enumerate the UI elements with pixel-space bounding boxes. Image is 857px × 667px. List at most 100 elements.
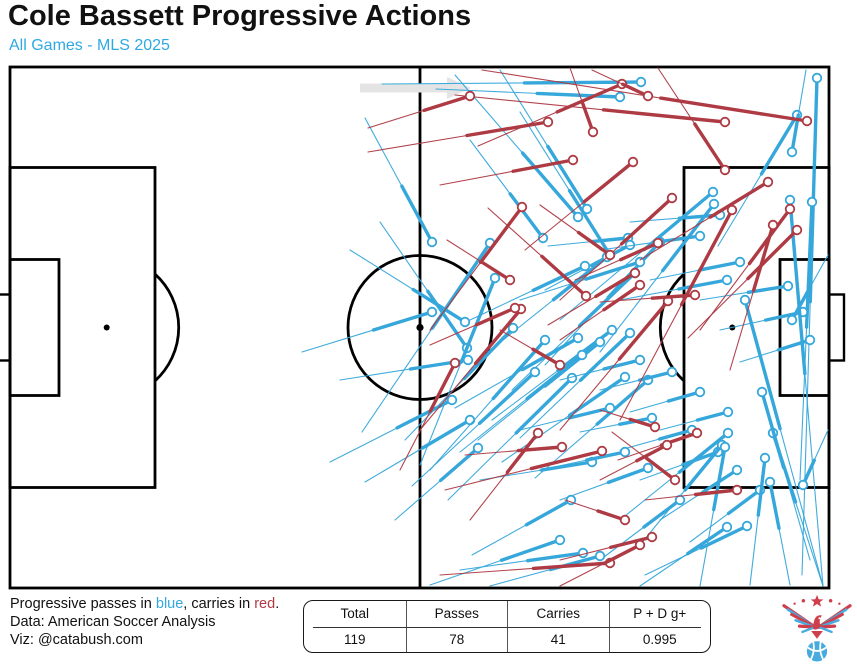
pass-line — [447, 372, 578, 501]
carry-line — [599, 439, 673, 481]
stats-value-total: 119 — [343, 631, 366, 647]
pass-line — [435, 88, 626, 103]
stats-value-carries: 41 — [507, 626, 609, 652]
carry-line — [499, 329, 566, 371]
pass-line — [786, 69, 807, 158]
page-subtitle: All Games - MLS 2025 — [9, 37, 170, 54]
carry-line — [569, 67, 599, 138]
carry-line — [729, 219, 779, 371]
pass-line — [499, 69, 593, 215]
pass-line — [559, 462, 654, 501]
pass-line — [459, 349, 588, 453]
stats-value-passes: 78 — [405, 626, 508, 652]
carry-line — [564, 499, 631, 526]
legend-text-mid: , carries in — [183, 596, 255, 612]
carry-line — [454, 94, 731, 128]
carry-line — [687, 224, 803, 339]
pass-line — [411, 366, 541, 487]
legend-red-word: red — [254, 596, 276, 612]
stats-value-gplus: 0.995 — [608, 626, 711, 652]
stats-table: Total Passes Carries P + D g+ 119 78 41 … — [303, 600, 711, 653]
viz-credit: Viz: @catabush.com — [10, 632, 143, 648]
pass-line — [717, 109, 803, 247]
pitch-markings — [0, 65, 846, 590]
carry-line — [446, 239, 516, 286]
carry-line — [639, 176, 774, 261]
carry-line — [429, 302, 521, 346]
stats-header-total: Total — [340, 606, 370, 622]
legend-text-prefix: Progressive passes in — [10, 596, 156, 612]
carry-line — [439, 154, 579, 186]
carry-line — [444, 445, 608, 491]
carry-line — [599, 289, 701, 303]
pass-line — [469, 139, 549, 244]
pass-line — [539, 446, 631, 471]
pass-line — [599, 494, 686, 561]
carry-line — [547, 267, 641, 326]
pass-line — [649, 256, 746, 281]
stats-header-passes: Passes — [405, 601, 508, 627]
carry-line — [599, 409, 661, 433]
stats-header-gplus: P + D g+ — [608, 601, 711, 627]
pass-line — [749, 452, 771, 586]
carry-line — [591, 69, 654, 102]
carry-line — [524, 156, 639, 251]
pass-line — [471, 494, 577, 556]
pass-line — [619, 274, 733, 301]
legend-text-suffix: . — [275, 596, 280, 612]
pass-line — [767, 427, 824, 587]
carry-line — [429, 201, 528, 331]
pass-line — [429, 534, 566, 586]
pass-line — [301, 306, 438, 353]
carry-line — [574, 237, 664, 281]
pass-line — [394, 442, 484, 521]
pass-line — [629, 386, 706, 413]
carry-line — [539, 204, 616, 261]
carry-line — [367, 116, 554, 153]
carry-line — [657, 67, 731, 176]
carry-line — [559, 531, 658, 561]
data-credit: Data: American Soccer Analysis — [10, 614, 216, 630]
carry-line — [619, 204, 738, 421]
pass-line — [419, 272, 501, 466]
pass-line — [559, 354, 646, 381]
pass-line — [659, 406, 734, 431]
page-title: Cole Bassett Progressive Actions — [8, 0, 472, 32]
pass-line — [519, 111, 616, 261]
asa-eagle-logo — [782, 594, 852, 663]
carry-line — [559, 279, 646, 341]
pass-line — [699, 441, 731, 587]
pass-line — [797, 429, 829, 491]
carry-line — [559, 539, 646, 587]
pass-line — [329, 394, 458, 463]
carry-line — [559, 295, 674, 431]
carry-line — [644, 484, 743, 501]
pass-line — [469, 260, 591, 321]
carry-line — [399, 357, 461, 471]
pass-line — [644, 520, 753, 576]
carry-line — [464, 441, 568, 456]
carry-line — [559, 192, 678, 301]
legend-note: Progressive passes in blue, carries in r… — [10, 596, 279, 612]
pass-line — [739, 294, 824, 587]
carry-line — [419, 303, 527, 431]
pass-line — [519, 402, 616, 431]
pass-line — [364, 117, 438, 248]
pass-line — [764, 476, 791, 586]
pass-line — [491, 324, 618, 421]
pass-line — [801, 72, 823, 576]
pass-line — [599, 366, 678, 391]
action-lines — [301, 67, 829, 587]
pass-line — [454, 74, 584, 223]
carry-line — [487, 207, 592, 302]
legend-blue-word: blue — [155, 596, 184, 612]
carry-line — [367, 90, 476, 129]
attack-direction-arrow-icon — [360, 77, 471, 99]
pass-line — [459, 547, 589, 571]
pass-line — [519, 256, 646, 301]
pass-line — [739, 334, 816, 363]
stats-header-carries: Carries — [507, 601, 609, 627]
carry-line — [469, 427, 544, 521]
